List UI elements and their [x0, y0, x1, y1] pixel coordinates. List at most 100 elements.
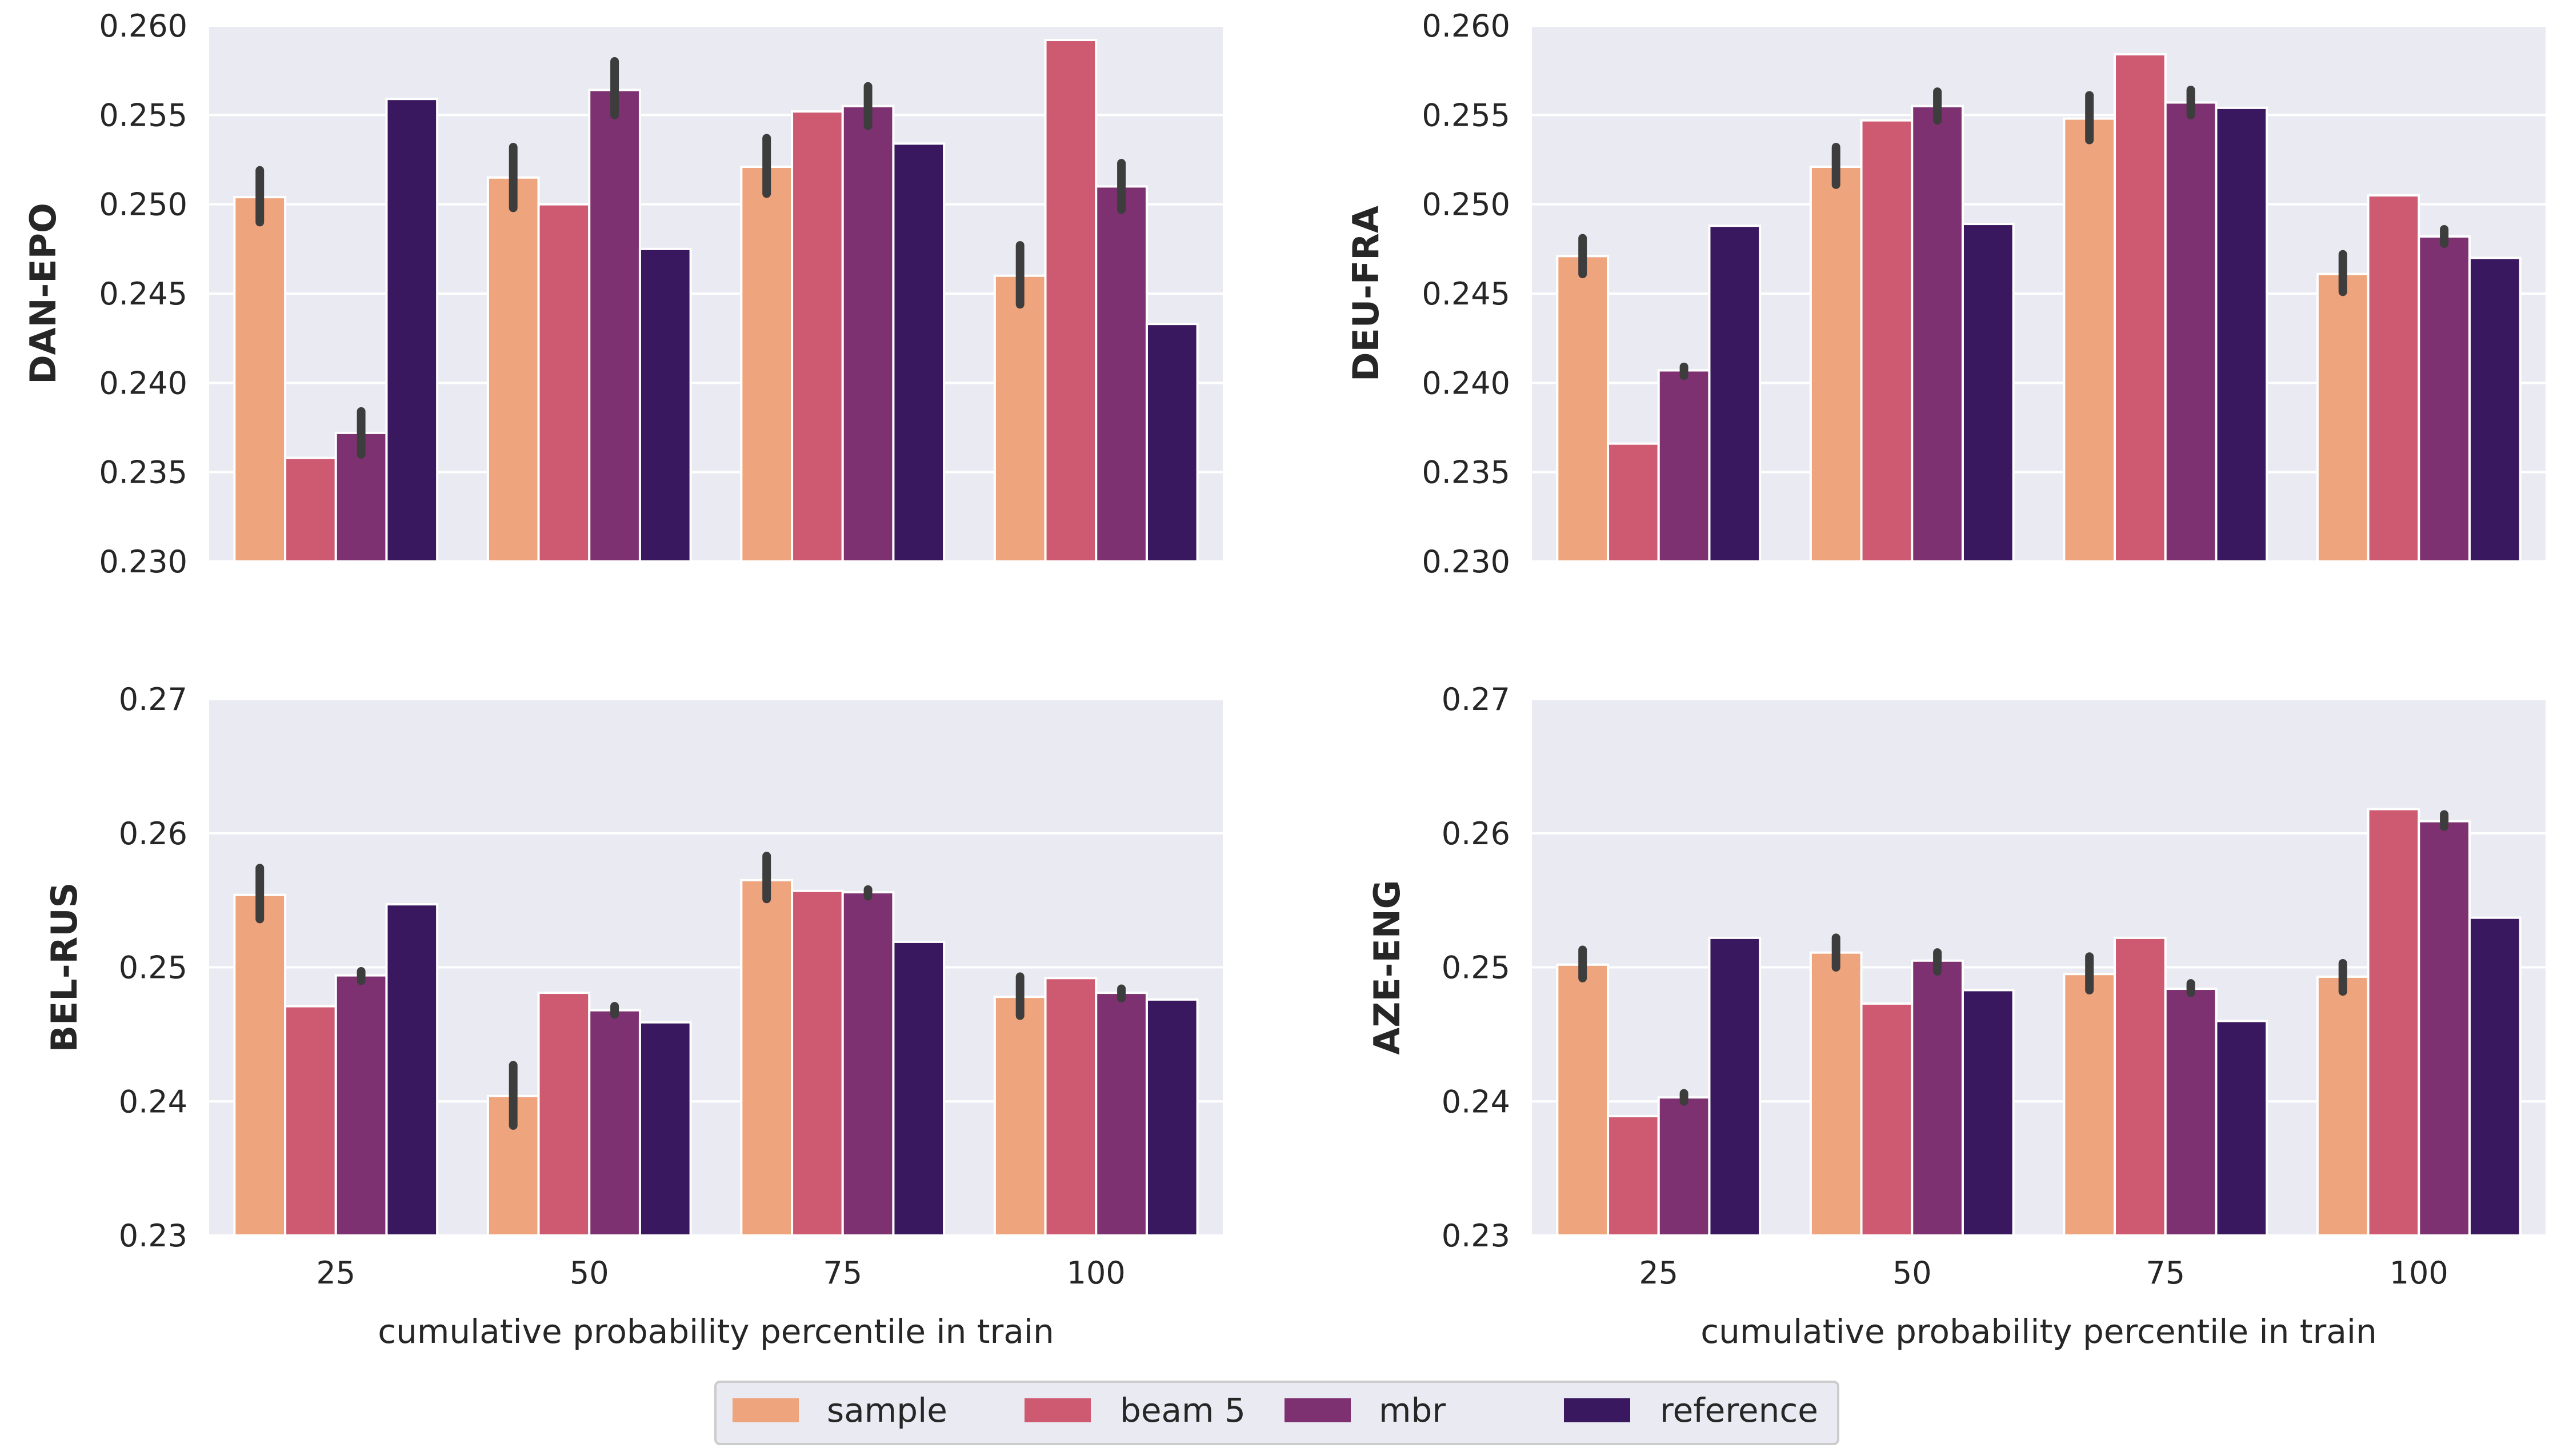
bar-reference-75: [2215, 1020, 2268, 1237]
bar-reference-100: [1145, 998, 1199, 1237]
legend-frame: [714, 1381, 1839, 1445]
y-tick-label: 0.245: [99, 276, 187, 312]
bar-mbr-50: [1911, 959, 1964, 1237]
x-tick-label: 25: [316, 1255, 355, 1291]
bar-sample-75: [2063, 117, 2116, 563]
bar-reference-75: [892, 940, 946, 1237]
bar-sample-25: [233, 893, 287, 1237]
panel-bottom-right: 0.23 0.24 0.25 0.26 0.27 25 50 75 100 AZE-ENG cumu…: [1366, 681, 2546, 1351]
bar-beam5-75: [2114, 936, 2167, 1237]
bar-reference-25: [1708, 936, 1762, 1237]
bar-sample-50: [1809, 166, 1863, 563]
y-tick-label: 0.27: [1442, 681, 1510, 717]
bar-beam5-50: [1860, 1002, 1914, 1237]
bar-mbr-75: [2164, 988, 2218, 1237]
bar-mbr-50: [588, 1009, 641, 1237]
bar-sample-100: [993, 996, 1047, 1237]
legend-swatch-reference: [1564, 1398, 1630, 1422]
bar-beam5-25: [284, 1005, 337, 1237]
y-tick-label: 0.245: [1422, 276, 1510, 312]
panel-top-left: 0.230 0.235 0.240 0.245 0.250 0.255 0.260 DAN-E…: [22, 8, 1223, 580]
panels-group: 0.230 0.235 0.240 0.245 0.250 0.255 0.260 DAN-E…: [22, 8, 2546, 1351]
bar-beam5-25: [1607, 442, 1660, 563]
bar-mbr-25: [1657, 1096, 1711, 1237]
bar-reference-100: [2468, 256, 2522, 563]
y-tick-label: 0.240: [99, 365, 187, 401]
bar-beam5-100: [2367, 194, 2420, 563]
x-tick-label: 50: [570, 1255, 609, 1291]
y-axis-label: BEL-RUS: [43, 883, 85, 1053]
y-tick-label: 0.24: [119, 1084, 187, 1120]
legend-label-sample: sample: [827, 1391, 947, 1430]
bar-reference-100: [1145, 323, 1199, 563]
y-tick-label: 0.240: [1422, 365, 1510, 401]
bar-mbr-75: [2164, 101, 2218, 563]
bar-reference-25: [1708, 224, 1762, 563]
y-tick-label: 0.26: [119, 816, 187, 852]
bar-reference-75: [892, 142, 946, 563]
bar-reference-25: [385, 903, 439, 1237]
bar-beam5-50: [1860, 119, 1914, 563]
bar-sample-75: [2063, 973, 2116, 1237]
bar-reference-50: [1961, 989, 2015, 1237]
x-axis-label: cumulative probability percentile in tra…: [378, 1312, 1054, 1351]
bar-reference-50: [1961, 223, 2015, 563]
legend-swatch-beam5: [1025, 1398, 1091, 1422]
bar-beam5-75: [2114, 53, 2167, 563]
x-tick-label: 100: [2390, 1255, 2448, 1291]
bar-reference-75: [2215, 106, 2268, 563]
legend-label-beam5: beam 5: [1120, 1391, 1246, 1430]
bar-beam5-75: [791, 889, 844, 1237]
bar-mbr-25: [1657, 369, 1711, 563]
y-tick-label: 0.27: [119, 681, 187, 717]
y-tick-label: 0.250: [99, 187, 187, 223]
y-tick-label: 0.23: [1442, 1218, 1510, 1254]
y-tick-label: 0.255: [1422, 97, 1510, 133]
bar-mbr-50: [588, 89, 641, 563]
bar-beam5-100: [1044, 39, 1098, 563]
legend-swatch-mbr: [1284, 1398, 1351, 1422]
bar-reference-100: [2468, 916, 2522, 1237]
bar-sample-100: [2316, 975, 2370, 1237]
x-tick-label: 100: [1067, 1255, 1126, 1291]
bar-reference-50: [638, 247, 692, 563]
bar-sample-25: [1556, 255, 1610, 563]
bar-mbr-100: [2418, 820, 2471, 1237]
legend: sample beam 5 mbr reference: [714, 1381, 1839, 1445]
x-tick-label: 75: [823, 1255, 862, 1291]
bar-sample-25: [1556, 963, 1610, 1237]
y-axis-label: DEU-FRA: [1345, 206, 1387, 382]
y-tick-label: 0.260: [1422, 8, 1510, 44]
bar-mbr-75: [841, 105, 895, 563]
bar-sample-25: [233, 196, 287, 563]
bar-beam5-25: [1607, 1115, 1660, 1237]
y-tick-label: 0.235: [1422, 455, 1510, 491]
bar-beam5-100: [1044, 977, 1098, 1237]
x-tick-label: 75: [2146, 1255, 2185, 1291]
y-tick-label: 0.25: [119, 950, 187, 986]
y-tick-label: 0.23: [119, 1218, 187, 1254]
bar-sample-75: [740, 166, 794, 563]
bar-beam5-50: [537, 992, 591, 1237]
bar-mbr-100: [1095, 185, 1148, 563]
bar-mbr-25: [334, 974, 388, 1237]
bar-mbr-100: [1095, 992, 1148, 1237]
bar-sample-75: [740, 879, 794, 1237]
y-tick-label: 0.255: [99, 97, 187, 133]
y-axis-label: DAN-EPO: [22, 203, 64, 384]
y-tick-label: 0.25: [1442, 950, 1510, 986]
panel-top-right: 0.230 0.235 0.240 0.245 0.250 0.255 0.260 DEU-F…: [1345, 8, 2546, 580]
x-axis-label: cumulative probability percentile in tra…: [1700, 1312, 2377, 1351]
legend-label-reference: reference: [1660, 1391, 1818, 1430]
legend-swatch-sample: [733, 1398, 799, 1422]
x-tick-label: 50: [1892, 1255, 1932, 1291]
y-tick-label: 0.250: [1422, 187, 1510, 223]
y-tick-label: 0.24: [1442, 1084, 1510, 1120]
bar-sample-50: [486, 176, 540, 563]
bar-mbr-50: [1911, 105, 1964, 563]
bar-sample-100: [993, 274, 1047, 563]
y-tick-label: 0.260: [99, 8, 187, 44]
y-tick-label: 0.235: [99, 455, 187, 491]
bar-reference-50: [638, 1021, 692, 1237]
